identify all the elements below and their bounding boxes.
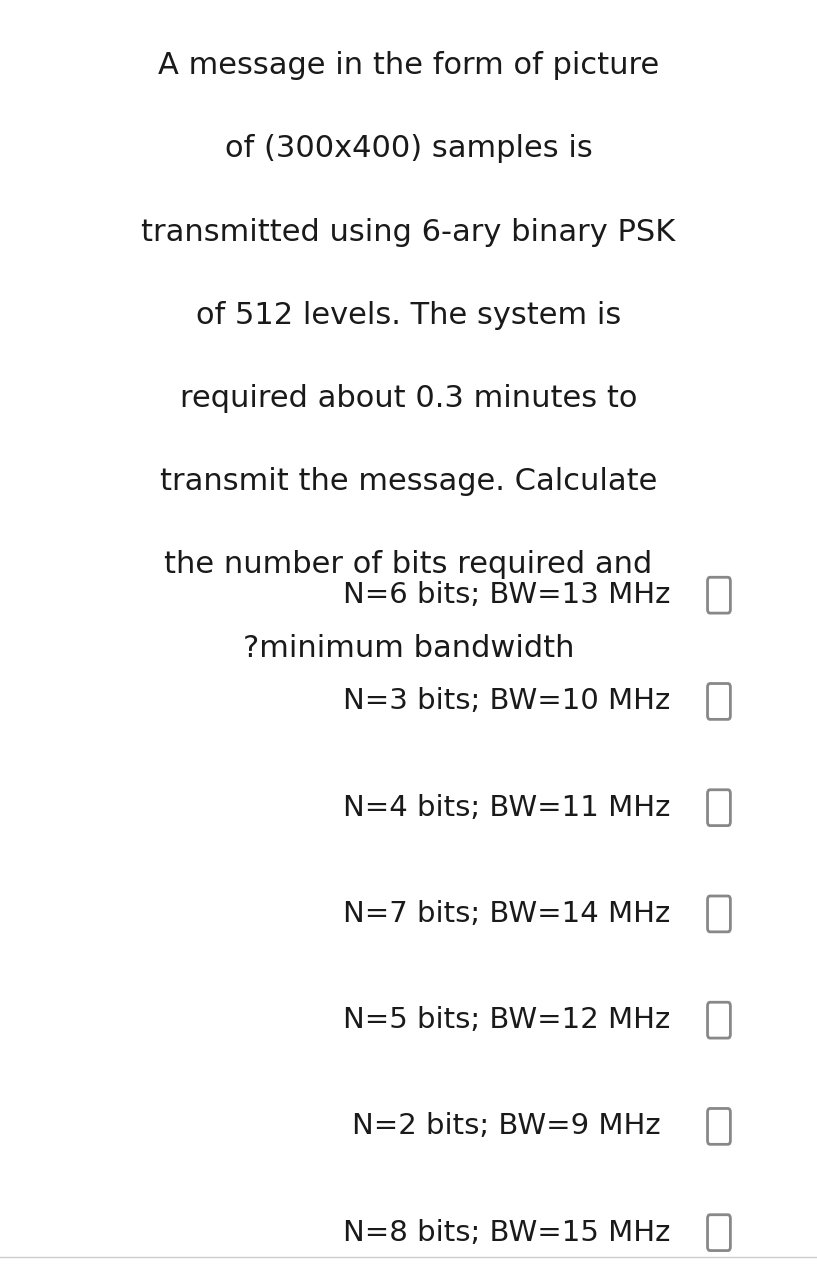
Text: N=5 bits; BW=12 MHz: N=5 bits; BW=12 MHz (343, 1006, 670, 1034)
FancyBboxPatch shape (708, 684, 730, 719)
Text: the number of bits required and: the number of bits required and (164, 550, 653, 580)
Text: N=2 bits; BW=9 MHz: N=2 bits; BW=9 MHz (352, 1112, 661, 1140)
Text: N=6 bits; BW=13 MHz: N=6 bits; BW=13 MHz (343, 581, 670, 609)
FancyBboxPatch shape (708, 577, 730, 613)
FancyBboxPatch shape (708, 790, 730, 826)
Text: N=7 bits; BW=14 MHz: N=7 bits; BW=14 MHz (343, 900, 670, 928)
Text: N=4 bits; BW=11 MHz: N=4 bits; BW=11 MHz (343, 794, 670, 822)
Text: ?minimum bandwidth: ?minimum bandwidth (243, 634, 574, 663)
Text: N=3 bits; BW=10 MHz: N=3 bits; BW=10 MHz (343, 687, 670, 716)
Text: transmit the message. Calculate: transmit the message. Calculate (160, 467, 657, 497)
FancyBboxPatch shape (708, 1108, 730, 1144)
Text: of 512 levels. The system is: of 512 levels. The system is (196, 301, 621, 330)
Text: of (300x400) samples is: of (300x400) samples is (225, 134, 592, 164)
Text: transmitted using 6-ary binary PSK: transmitted using 6-ary binary PSK (141, 218, 676, 247)
Text: N=8 bits; BW=15 MHz: N=8 bits; BW=15 MHz (343, 1219, 670, 1247)
Text: required about 0.3 minutes to: required about 0.3 minutes to (180, 384, 637, 413)
FancyBboxPatch shape (708, 896, 730, 932)
FancyBboxPatch shape (708, 1215, 730, 1251)
FancyBboxPatch shape (708, 1002, 730, 1038)
Text: A message in the form of picture: A message in the form of picture (158, 51, 659, 81)
